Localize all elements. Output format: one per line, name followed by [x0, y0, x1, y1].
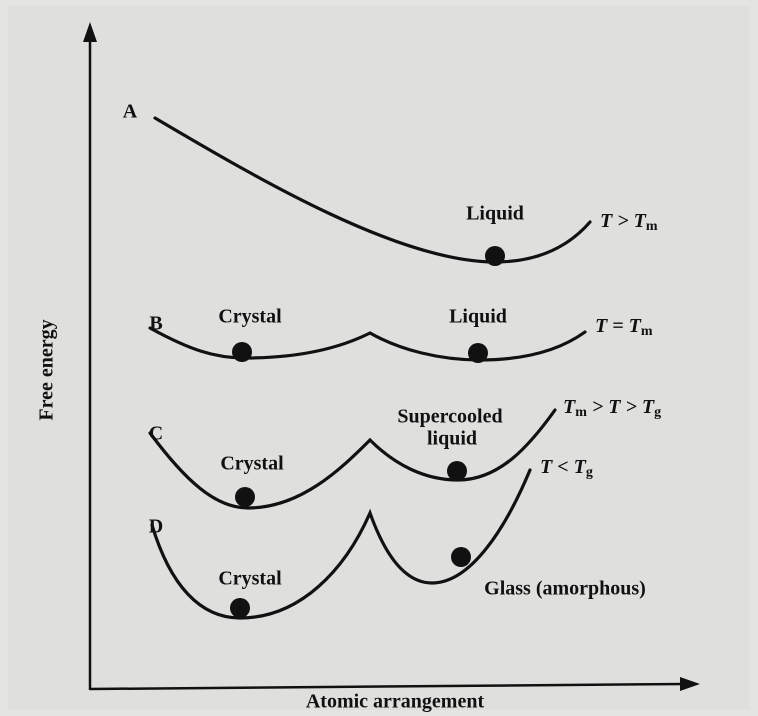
state-label: liquid — [427, 428, 477, 450]
state-label: Crystal — [218, 306, 282, 328]
curve-label: D — [149, 516, 163, 538]
state-label: Crystal — [218, 568, 282, 590]
condition-part: T — [563, 396, 576, 418]
condition: T > Tm — [600, 210, 658, 235]
state-label: Supercooled — [397, 406, 502, 428]
condition-sub: g — [586, 465, 593, 480]
y-axis-label: Free energy — [36, 319, 58, 420]
ball — [230, 598, 250, 618]
x-axis — [89, 682, 686, 691]
condition-part: T < T — [540, 456, 587, 478]
curve-c — [148, 408, 557, 510]
condition: T = Tm — [595, 315, 653, 340]
curve-a — [153, 116, 592, 264]
ball — [485, 246, 505, 266]
condition: T < Tg — [540, 456, 593, 481]
condition-sub: g — [654, 405, 661, 420]
curve-label: A — [123, 101, 138, 123]
curve-label: C — [149, 423, 163, 445]
condition: Tm > T > Tg — [563, 396, 661, 421]
paper — [8, 6, 750, 710]
curve-label: B — [149, 313, 162, 335]
condition-part: T = T — [595, 315, 642, 337]
condition-sub: m — [641, 324, 653, 339]
ball — [235, 487, 255, 507]
ball — [468, 343, 488, 363]
curve-b — [148, 326, 587, 362]
x-arrow — [680, 677, 700, 691]
state-label: Crystal — [220, 453, 284, 475]
condition-part: T > T — [600, 210, 647, 232]
y-arrow — [83, 22, 97, 42]
condition-sub: m — [646, 219, 658, 234]
ball — [451, 547, 471, 567]
curve-d — [150, 468, 532, 620]
state-label: Glass (amorphous) — [484, 578, 646, 600]
condition-sub: m — [575, 405, 587, 420]
ball — [232, 342, 252, 362]
x-axis-label: Atomic arrangement — [306, 691, 485, 713]
condition-part: > T > T — [587, 396, 655, 418]
state-label: Liquid — [449, 306, 507, 328]
state-label: Liquid — [466, 203, 524, 225]
ball — [447, 461, 467, 481]
